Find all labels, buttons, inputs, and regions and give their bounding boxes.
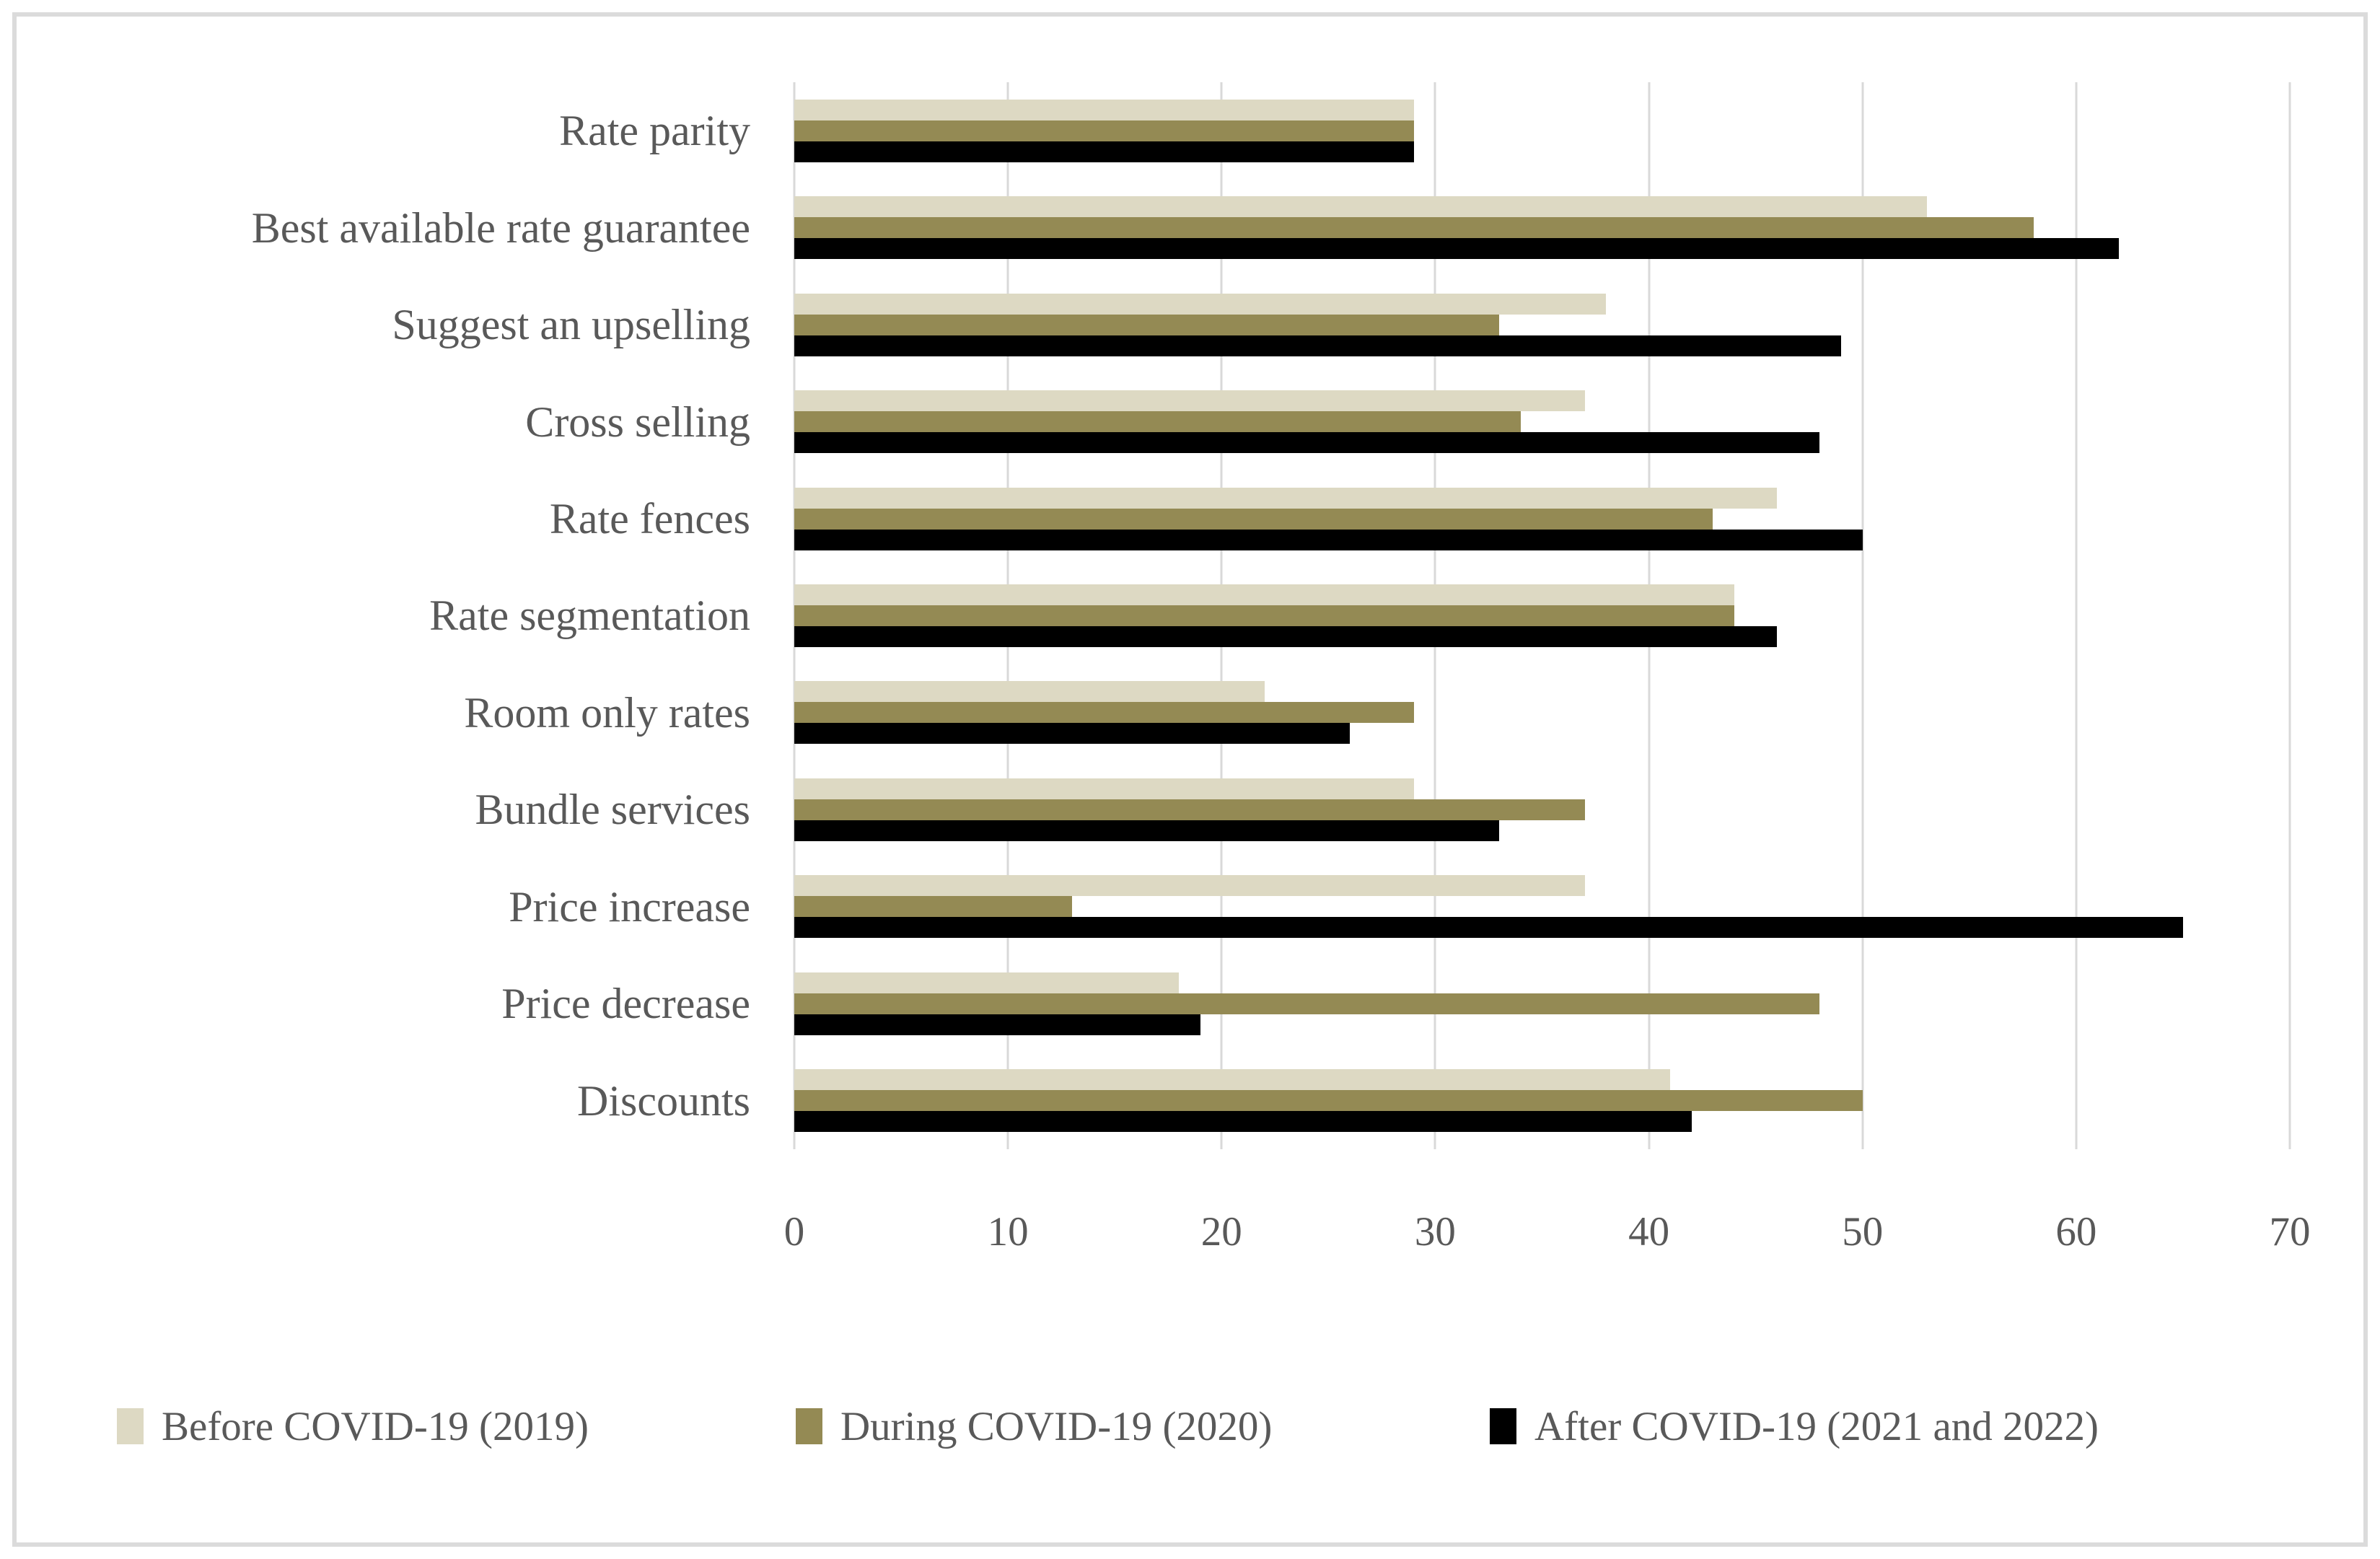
category-label-6: Room only rates	[464, 688, 750, 737]
band-1	[794, 179, 2290, 276]
category-label-4: Rate fences	[549, 495, 750, 543]
gridline-60	[2075, 82, 2078, 1149]
band-3	[794, 373, 2290, 470]
chart-frame: Rate parity Best available rate guarantee…	[12, 12, 2368, 1547]
bar-series0-cat10	[794, 1069, 1671, 1091]
bar-series1-cat2	[794, 314, 1500, 335]
band-9	[794, 955, 2290, 1052]
x-tick-60: 60	[2055, 1209, 2097, 1255]
bar-series2-cat5	[794, 625, 1778, 647]
legend-swatch-0	[117, 1408, 144, 1444]
bar-series2-cat7	[794, 820, 1500, 841]
bar-series1-cat7	[794, 799, 1585, 820]
bar-series1-cat8	[794, 896, 1072, 918]
bar-series2-cat2	[794, 335, 1842, 356]
legend-item-0: Before COVID-19 (2019)	[117, 1394, 589, 1459]
category-label-8: Price increase	[509, 882, 750, 931]
legend-swatch-1	[796, 1408, 822, 1444]
bar-series1-cat10	[794, 1090, 1863, 1112]
x-axis: 0 10 20 30 40 50 60 70	[784, 1203, 2311, 1261]
bar-series1-cat4	[794, 508, 1713, 530]
category-labels: Rate parity Best available rate guarantee…	[31, 82, 750, 1149]
gridline-70	[2288, 82, 2291, 1149]
bar-series0-cat8	[794, 875, 1585, 897]
category-label-3: Cross selling	[525, 398, 750, 446]
gridline-50	[1861, 82, 1864, 1149]
bar-series0-cat6	[794, 681, 1265, 703]
bar-series0-cat2	[794, 293, 1607, 315]
bar-series0-cat1	[794, 196, 1927, 218]
x-tick-0: 0	[783, 1209, 805, 1255]
band-7	[794, 761, 2290, 858]
legend: Before COVID-19 (2019) During COVID-19 (2…	[17, 1394, 2363, 1459]
band-6	[794, 664, 2290, 761]
band-10	[794, 1053, 2290, 1149]
bar-series0-cat0	[794, 99, 1414, 120]
bar-series0-cat3	[794, 390, 1585, 412]
category-label-1: Best available rate guarantee	[251, 203, 750, 252]
bar-series2-cat10	[794, 1111, 1692, 1133]
legend-label-0: Before COVID-19 (2019)	[162, 1403, 589, 1449]
bar-series2-cat4	[794, 529, 1863, 550]
bar-series1-cat6	[794, 702, 1414, 724]
bar-series0-cat7	[794, 778, 1414, 799]
bar-series0-cat5	[794, 584, 1735, 605]
category-label-10: Discounts	[577, 1076, 750, 1125]
bar-series0-cat9	[794, 972, 1180, 993]
legend-label-1: During COVID-19 (2020)	[840, 1403, 1273, 1449]
bar-series2-cat6	[794, 723, 1350, 745]
category-label-0: Rate parity	[559, 107, 750, 155]
x-tick-30: 30	[1414, 1209, 1456, 1255]
x-tick-10: 10	[987, 1209, 1029, 1255]
bar-series2-cat8	[794, 917, 2183, 939]
bar-series1-cat1	[794, 217, 2034, 239]
plot-area	[793, 82, 2291, 1149]
bars-area	[794, 82, 2290, 1149]
band-4	[794, 470, 2290, 567]
category-label-2: Suggest an upselling	[392, 301, 750, 349]
bar-series1-cat0	[794, 120, 1414, 141]
bar-series1-cat3	[794, 411, 1521, 433]
bar-series0-cat4	[794, 487, 1778, 509]
bar-series2-cat9	[794, 1014, 1200, 1035]
bar-series2-cat1	[794, 238, 2120, 260]
category-label-5: Rate segmentation	[429, 592, 750, 640]
x-tick-70: 70	[2269, 1209, 2311, 1255]
legend-label-2: After COVID-19 (2021 and 2022)	[1534, 1403, 2099, 1449]
bar-series1-cat5	[794, 605, 1735, 626]
legend-swatch-2	[1490, 1408, 1516, 1444]
x-tick-40: 40	[1628, 1209, 1670, 1255]
x-tick-50: 50	[1842, 1209, 1884, 1255]
category-label-7: Bundle services	[475, 786, 750, 834]
band-8	[794, 858, 2290, 955]
bar-series2-cat0	[794, 141, 1414, 162]
legend-item-1: During COVID-19 (2020)	[796, 1394, 1272, 1459]
band-2	[794, 276, 2290, 373]
bar-series2-cat3	[794, 432, 1820, 454]
x-tick-20: 20	[1200, 1209, 1242, 1255]
category-label-9: Price decrease	[501, 980, 750, 1028]
bar-series1-cat9	[794, 993, 1820, 1014]
legend-item-2: After COVID-19 (2021 and 2022)	[1490, 1394, 2099, 1459]
band-0	[794, 82, 2290, 179]
band-5	[794, 567, 2290, 664]
